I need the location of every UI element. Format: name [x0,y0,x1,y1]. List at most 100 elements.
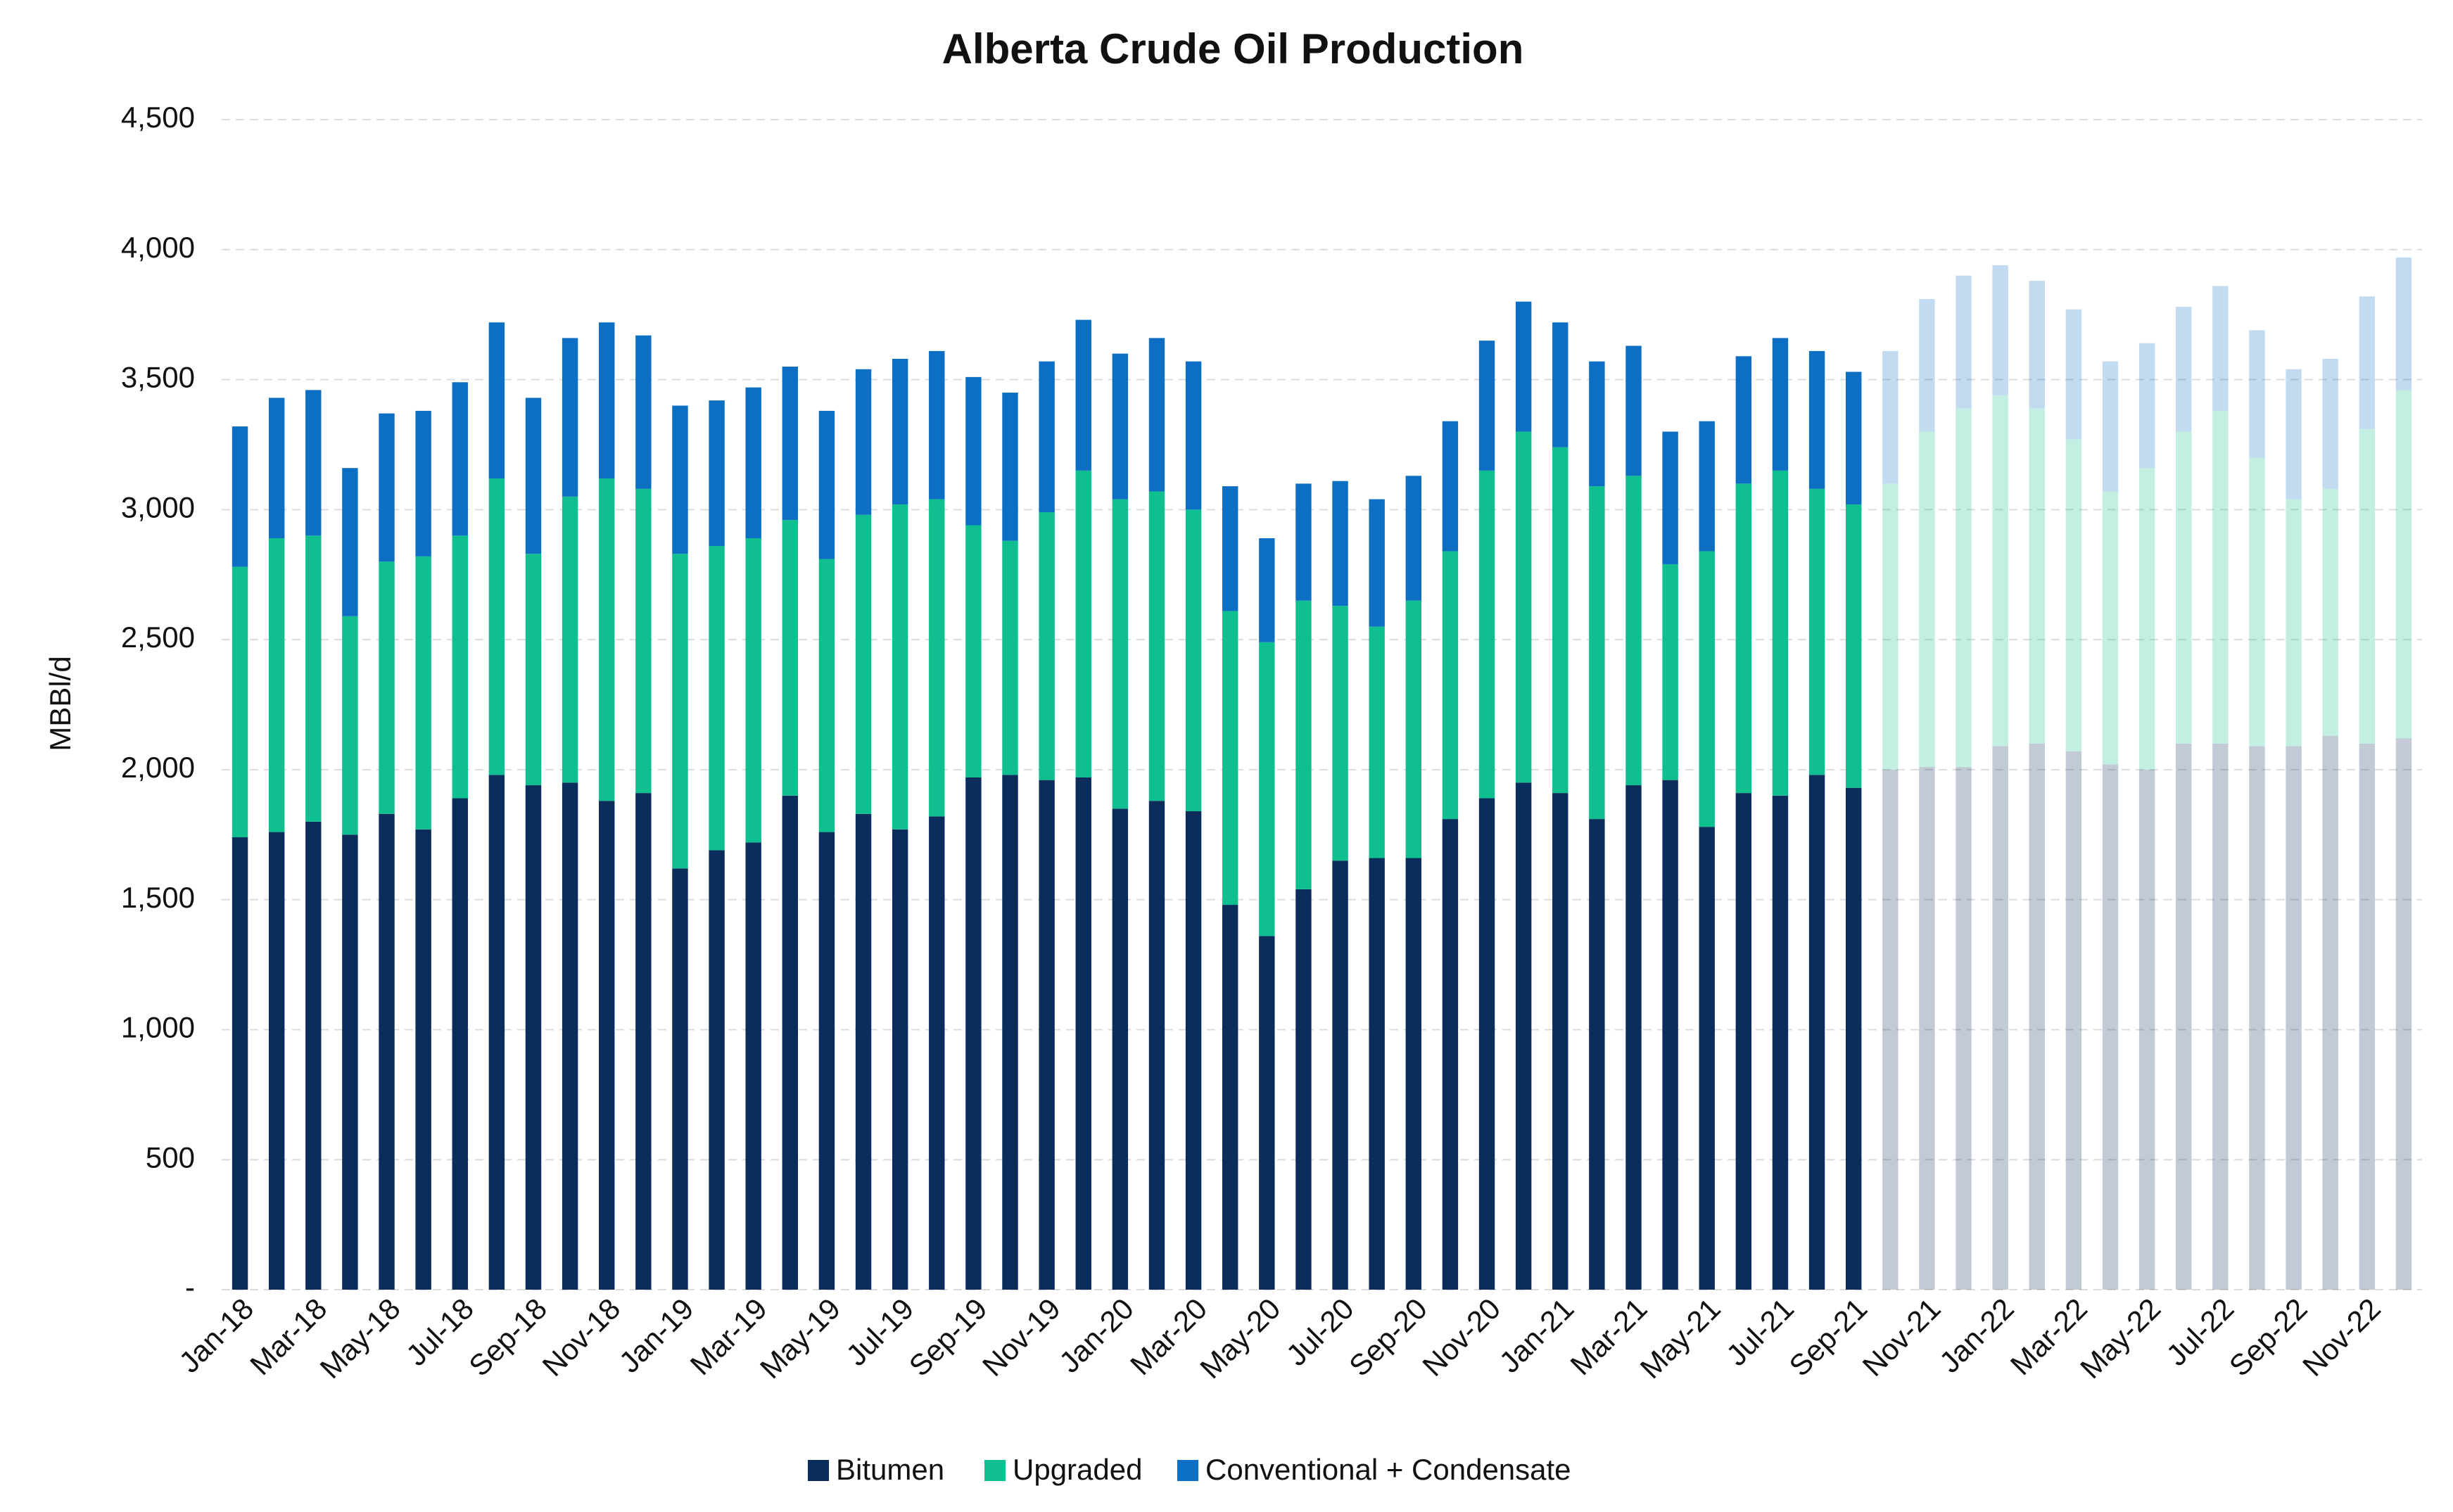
bar-segment [379,561,395,814]
bar-segment [2065,439,2082,752]
bar-segment [1112,353,1129,500]
bar-segment [1148,338,1165,492]
bar-segment [965,525,982,777]
bar-segment [2102,491,2119,765]
x-tick-label: Sep-21 [1782,1292,1873,1383]
bar-segment [599,478,615,801]
x-tick-label: Nov-19 [976,1292,1067,1383]
x-tick-label: May-19 [754,1292,847,1385]
bar-segment [2359,743,2376,1290]
bar-segment [379,813,395,1290]
bar-segment [635,793,652,1290]
bar-segment [1735,483,1752,794]
bar-segment [1589,819,1605,1290]
bar-segment [2322,735,2338,1290]
bar-segment [1332,606,1348,861]
bar-segment [2138,468,2155,770]
bar-segment [2249,330,2265,458]
bar-segment [1075,470,1091,777]
bar-segment [2395,257,2412,390]
bar-segment [232,426,248,567]
bar-segment [709,546,725,851]
bar-segment [1002,393,1018,541]
bar-segment [2176,431,2192,744]
x-tick-label: Nov-20 [1416,1292,1507,1383]
bar-segment [305,390,322,536]
bar-segment [1332,481,1348,606]
bar-segment [342,468,358,616]
bar-segment [1442,551,1459,820]
bar-segment [1808,350,1825,489]
bar-segment [1039,361,1055,513]
bar-segment [782,795,799,1290]
bar-segment [1735,793,1752,1290]
x-tick-label: May-18 [313,1292,406,1385]
bar-segment [1992,746,2008,1290]
bar-segment [415,829,431,1290]
legend-swatch [1177,1460,1198,1481]
bar-segment [1039,780,1055,1290]
bar-segment [1369,858,1385,1290]
bar-segment [1772,338,1789,471]
bar-segment [1369,499,1385,627]
bar-segment [488,775,505,1290]
bar-segment [342,834,358,1290]
x-tick-label: Nov-21 [1856,1292,1947,1383]
x-tick-label: Nov-22 [2296,1292,2387,1383]
y-tick-label: 1,500 [121,881,195,914]
bar-segment [1662,780,1678,1290]
bar-segment [379,413,395,562]
bar-segment [1515,301,1532,432]
bar-segment [1956,767,1972,1290]
bar-segment [892,504,908,830]
bar-segment [1919,767,1935,1290]
bar-segment [268,398,285,538]
bar-segment [818,832,835,1290]
bar-segment [268,832,285,1290]
bar-segment [1405,476,1421,601]
bar-segment [1295,889,1312,1290]
x-tick-label: Sep-20 [1343,1292,1433,1383]
bar-segment [1552,447,1568,794]
bar-segment [892,358,908,504]
bar-segment [965,376,982,526]
bar-segment [1662,564,1678,780]
bar-segment [1222,905,1238,1290]
bar-segment [1148,801,1165,1290]
bar-segment [1442,421,1459,552]
bar-segment [2212,743,2229,1290]
x-tick-label: Jan-19 [613,1292,700,1379]
bar-segment [1845,787,1862,1290]
x-tick-label: Jan-22 [1933,1292,2020,1379]
bar-segment [1662,431,1678,564]
bar-segment [929,499,945,817]
bar-segment [1552,793,1568,1290]
bar-segment [342,616,358,835]
bar-segment [2395,390,2412,739]
x-tick-label: Sep-22 [2223,1292,2314,1383]
x-tick-label: Sep-19 [903,1292,994,1383]
bar-segment [562,496,578,783]
bar-segment [2065,309,2082,440]
bar-segment [1992,265,2008,395]
bar-segment [268,538,285,832]
bar-segment [1112,499,1129,809]
bar-segment [2286,746,2302,1290]
bar-segment [1039,512,1055,780]
bar-segment [525,785,542,1290]
bar-segment [1259,538,1275,642]
bar-segment [1699,551,1715,827]
bar-segment [745,387,761,538]
bar-segment [452,798,468,1290]
bar-segment [855,813,872,1290]
bar-segment [562,338,578,497]
bar-segment [2249,746,2265,1290]
bar-segment [1478,798,1495,1290]
bar-segment [672,405,688,554]
bar-segment [1772,795,1789,1290]
bar-segment [1442,819,1459,1290]
bar-segment [2322,488,2338,736]
x-tick-label: Jan-21 [1492,1292,1580,1379]
bar-segment [1185,361,1202,510]
